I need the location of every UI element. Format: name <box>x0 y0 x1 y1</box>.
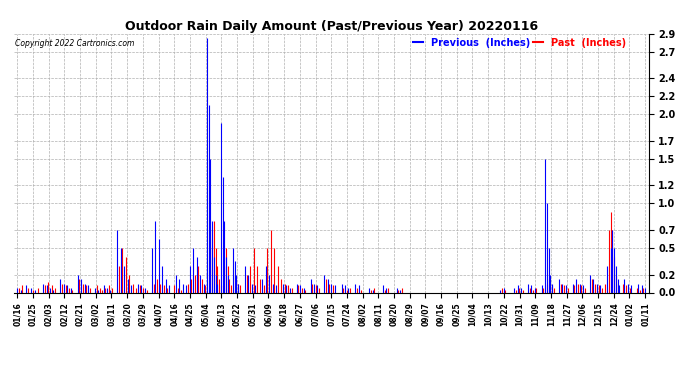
Text: Copyright 2022 Cartronics.com: Copyright 2022 Cartronics.com <box>15 39 135 48</box>
Legend: Previous  (Inches), Past  (Inches): Previous (Inches), Past (Inches) <box>409 34 629 51</box>
Title: Outdoor Rain Daily Amount (Past/Previous Year) 20220116: Outdoor Rain Daily Amount (Past/Previous… <box>125 20 538 33</box>
